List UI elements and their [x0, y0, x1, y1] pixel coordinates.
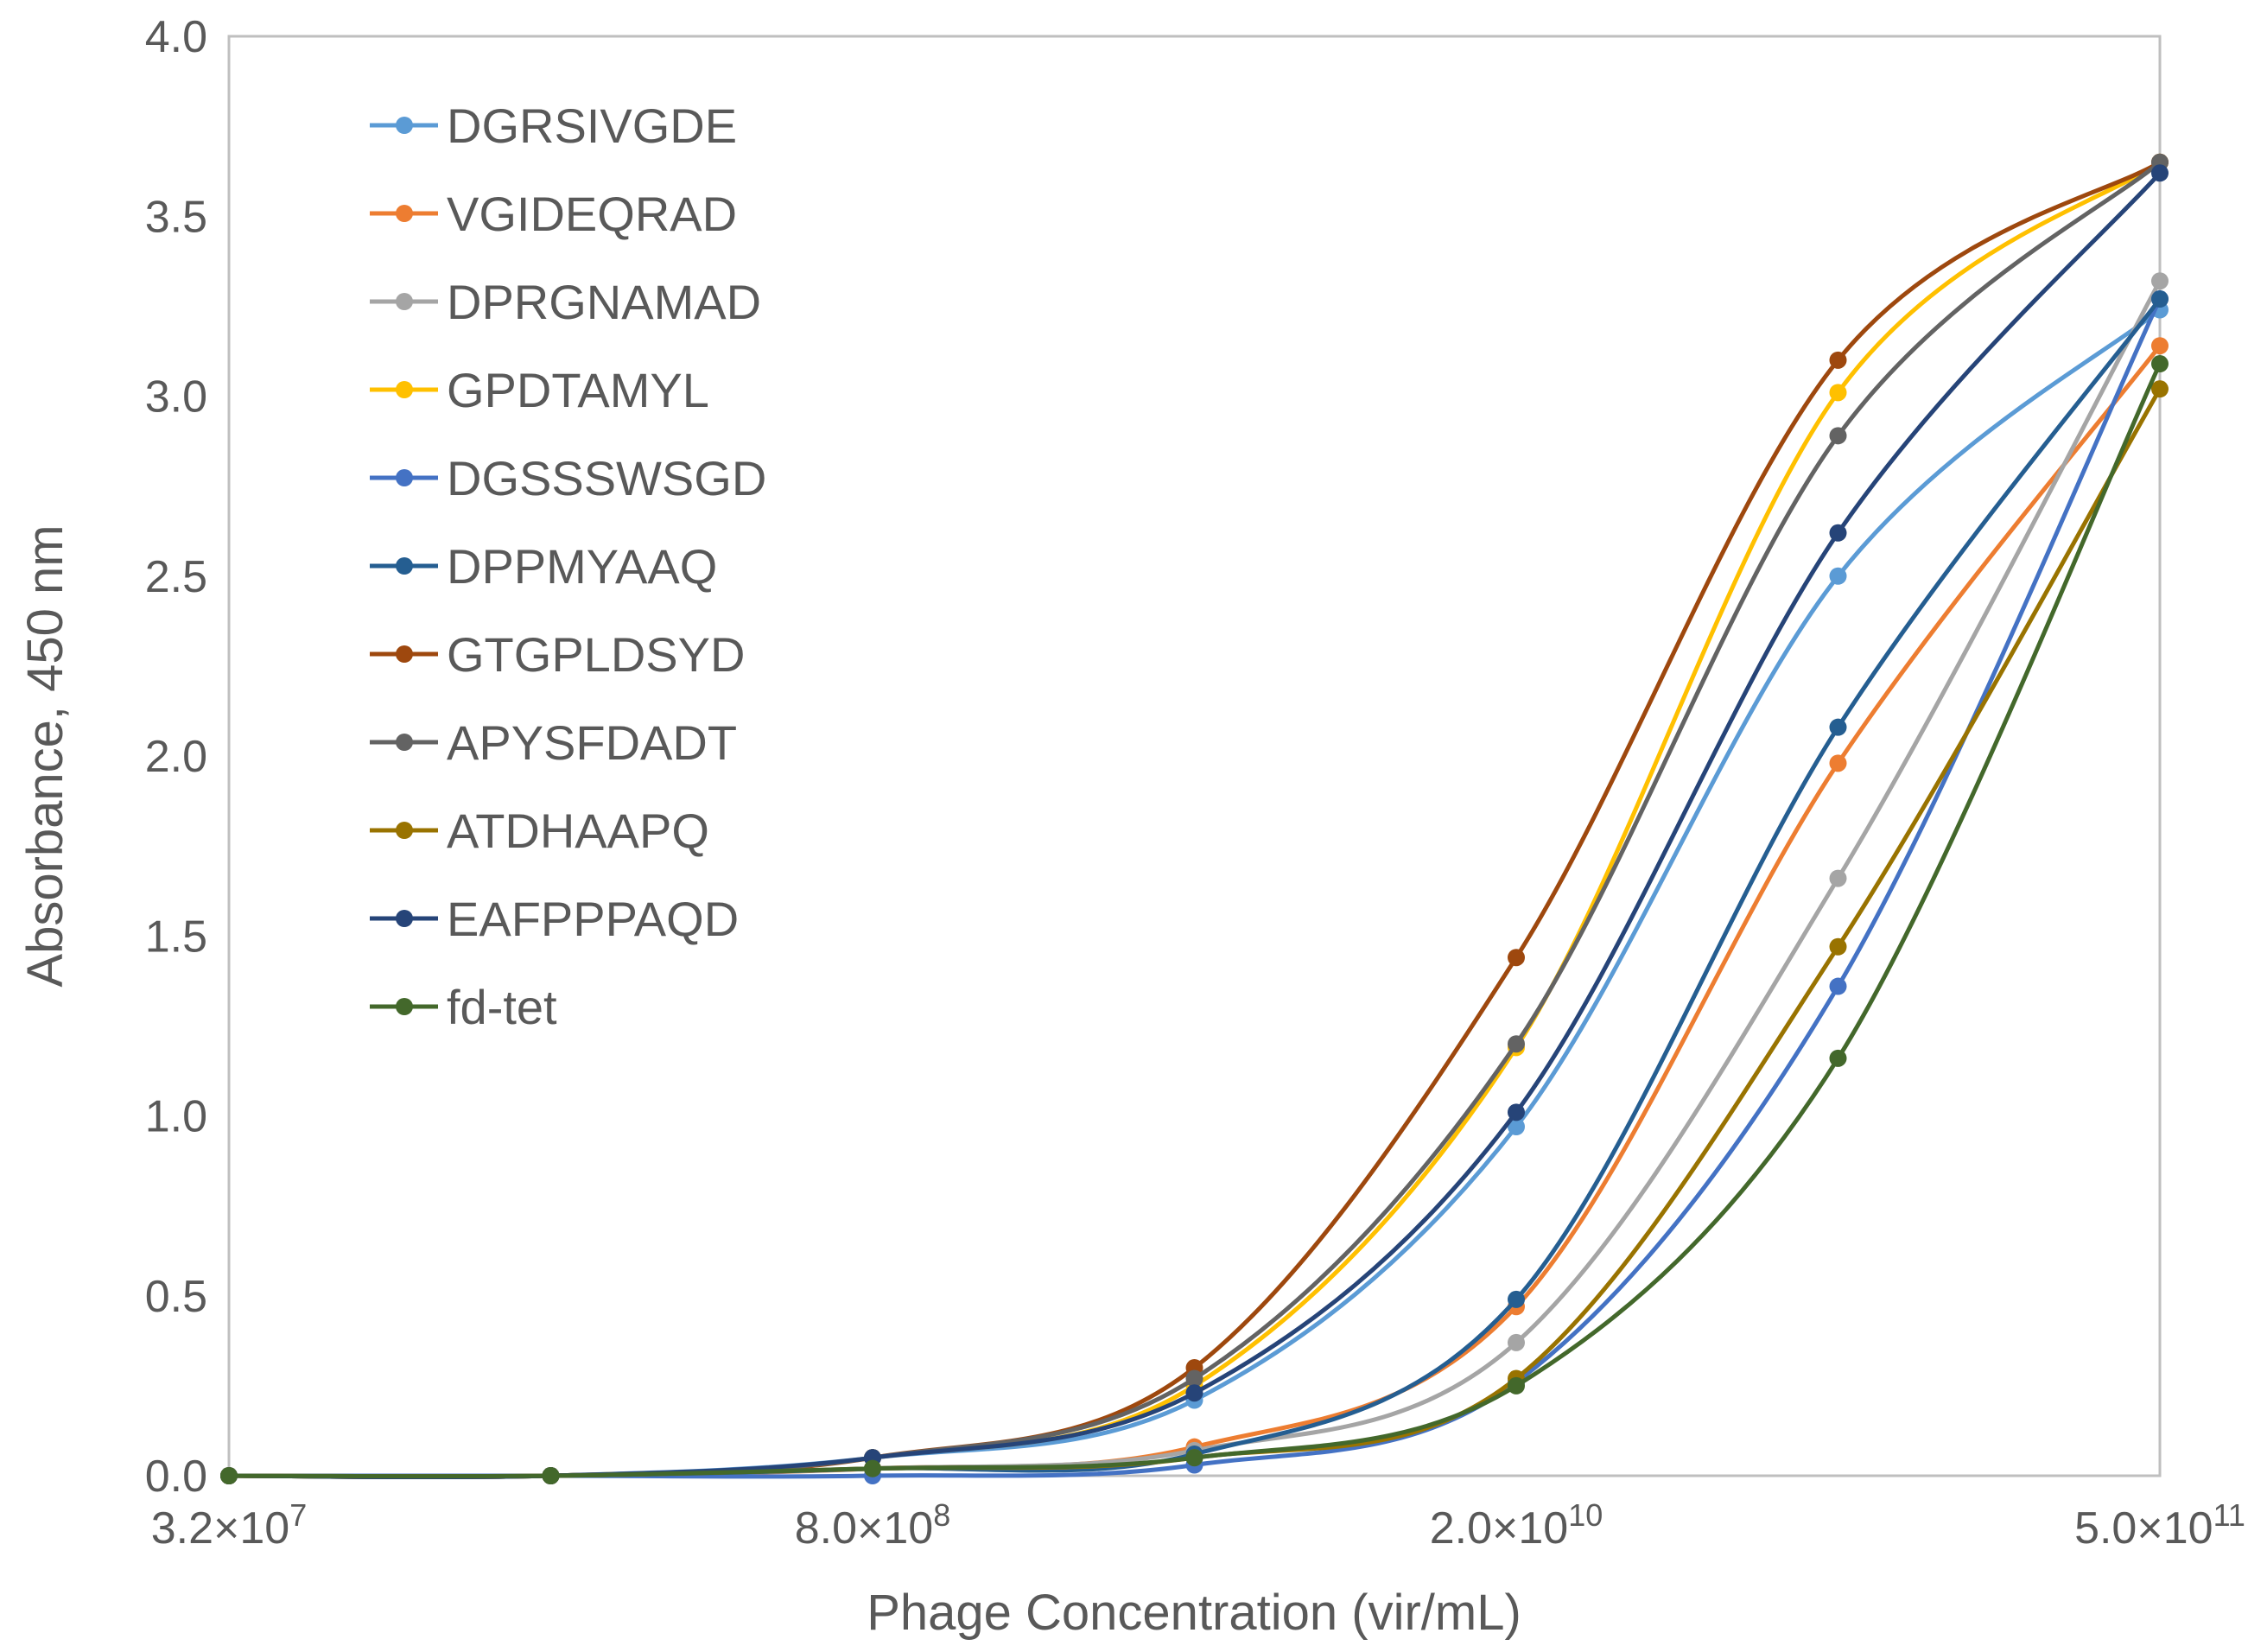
legend-swatch-marker	[396, 469, 413, 486]
data-point-apysfdadt	[1508, 1035, 1525, 1053]
y-tick-label: 4.0	[145, 12, 207, 62]
legend-swatch-marker	[396, 293, 413, 310]
legend-item-dppmyaaq: DPPMYAAQ	[370, 539, 717, 594]
data-point-apysfdadt	[1185, 1369, 1203, 1388]
legend-item-dgrsivgde: DGRSIVGDE	[370, 98, 737, 153]
legend-swatch-marker	[396, 645, 413, 663]
legend-label: EAFPPPAQD	[447, 892, 739, 946]
y-axis-title: Absorbance, 450 nm	[17, 524, 73, 987]
legend-label: fd-tet	[447, 980, 557, 1034]
legend-item-gtgpldsyd: GTGPLDSYD	[370, 627, 745, 682]
legend-swatch-marker	[396, 734, 413, 751]
data-point-dgssswsgd	[1829, 977, 1847, 995]
legend-label: DGSSSWSGD	[447, 451, 766, 505]
data-point-gtgpldsyd	[1829, 351, 1847, 369]
data-point-fd-tet	[1829, 1049, 1847, 1067]
data-point-dppmyaaq	[2151, 290, 2169, 308]
legend-item-vgideqrad: VGIDEQRAD	[370, 187, 737, 241]
legend-swatch-marker	[396, 557, 413, 575]
legend: DGRSIVGDE VGIDEQRAD DPRGNAMAD GPDTAMYL DGSSS…	[370, 98, 766, 1034]
y-axis-ticks: 0.0 0.5 1.0 1.5 2.0 2.5 3.0 3.5 4.0	[145, 12, 207, 1502]
legend-swatch-marker	[396, 822, 413, 839]
legend-label: ATDHAAPQ	[447, 804, 709, 858]
data-point-eafpppaqd	[2151, 164, 2169, 182]
legend-item-atdhaapq: ATDHAAPQ	[370, 804, 709, 858]
x-tick-label: 2.0×1010	[1430, 1497, 1603, 1554]
data-point-fd-tet	[1508, 1376, 1525, 1395]
legend-swatch-marker	[396, 117, 413, 134]
y-tick-label: 0.0	[145, 1452, 207, 1502]
legend-label: APYSFDADT	[447, 715, 737, 770]
x-tick-label: 3.2×107	[151, 1497, 308, 1554]
data-point-dprgnamad	[1508, 1333, 1525, 1351]
data-point-dgrsivgde	[1508, 1117, 1525, 1135]
data-point-gpdtamyl	[1829, 384, 1847, 402]
data-point-eafpppaqd	[1508, 1103, 1525, 1121]
y-tick-label: 1.5	[145, 912, 207, 962]
data-point-fd-tet	[2151, 355, 2169, 373]
data-point-eafpppaqd	[1829, 524, 1847, 542]
legend-item-fd-tet: fd-tet	[370, 980, 557, 1034]
data-point-dppmyaaq	[1508, 1290, 1525, 1308]
legend-swatch-marker	[396, 205, 413, 222]
data-point-fd-tet	[220, 1467, 238, 1484]
y-tick-label: 3.0	[145, 372, 207, 423]
series-line-fd-tet	[226, 361, 2162, 1479]
series-layer	[220, 153, 2169, 1484]
legend-label: DPPMYAAQ	[447, 539, 717, 594]
data-point-dprgnamad	[1829, 869, 1847, 887]
y-tick-label: 3.5	[145, 192, 207, 242]
data-point-dgrsivgde	[1829, 567, 1847, 585]
data-point-fd-tet	[1185, 1449, 1203, 1467]
data-point-dppmyaaq	[1829, 718, 1847, 736]
legend-item-eafpppaqd: EAFPPPAQD	[370, 892, 739, 946]
legend-label: DPRGNAMAD	[447, 275, 761, 329]
legend-item-dgssswsgd: DGSSSWSGD	[370, 451, 766, 505]
x-tick-label: 5.0×1011	[2074, 1497, 2245, 1554]
legend-item-apysfdadt: APYSFDADT	[370, 715, 737, 770]
legend-item-gpdtamyl: GPDTAMYL	[370, 363, 709, 417]
legend-swatch-marker	[396, 381, 413, 398]
x-axis-title: Phage Concentration (vir/mL)	[867, 1585, 1521, 1641]
y-tick-label: 2.0	[145, 732, 207, 782]
data-point-atdhaapq	[1829, 937, 1847, 956]
data-point-gtgpldsyd	[1508, 949, 1525, 967]
y-tick-label: 0.5	[145, 1272, 207, 1322]
legend-label: GPDTAMYL	[447, 363, 709, 417]
legend-swatch-marker	[396, 910, 413, 927]
x-tick-label: 8.0×108	[795, 1497, 951, 1554]
data-point-apysfdadt	[1829, 427, 1847, 445]
y-tick-label: 2.5	[145, 552, 207, 602]
data-point-dprgnamad	[2151, 272, 2169, 290]
series-fd-tet	[220, 355, 2169, 1484]
y-tick-label: 1.0	[145, 1092, 207, 1142]
data-point-vgideqrad	[1829, 754, 1847, 772]
legend-label: DGRSIVGDE	[447, 98, 737, 153]
data-point-eafpppaqd	[1185, 1384, 1203, 1402]
data-point-fd-tet	[864, 1459, 881, 1477]
legend-label: VGIDEQRAD	[447, 187, 737, 241]
x-axis-ticks: 3.2×107 8.0×108 2.0×1010 5.0×1011	[151, 1497, 2245, 1554]
data-point-fd-tet	[542, 1467, 560, 1484]
data-point-vgideqrad	[2151, 337, 2169, 355]
legend-item-dprgnamad: DPRGNAMAD	[370, 275, 761, 329]
legend-swatch-marker	[396, 998, 413, 1015]
legend-label: GTGPLDSYD	[447, 627, 745, 682]
data-point-atdhaapq	[2151, 380, 2169, 398]
